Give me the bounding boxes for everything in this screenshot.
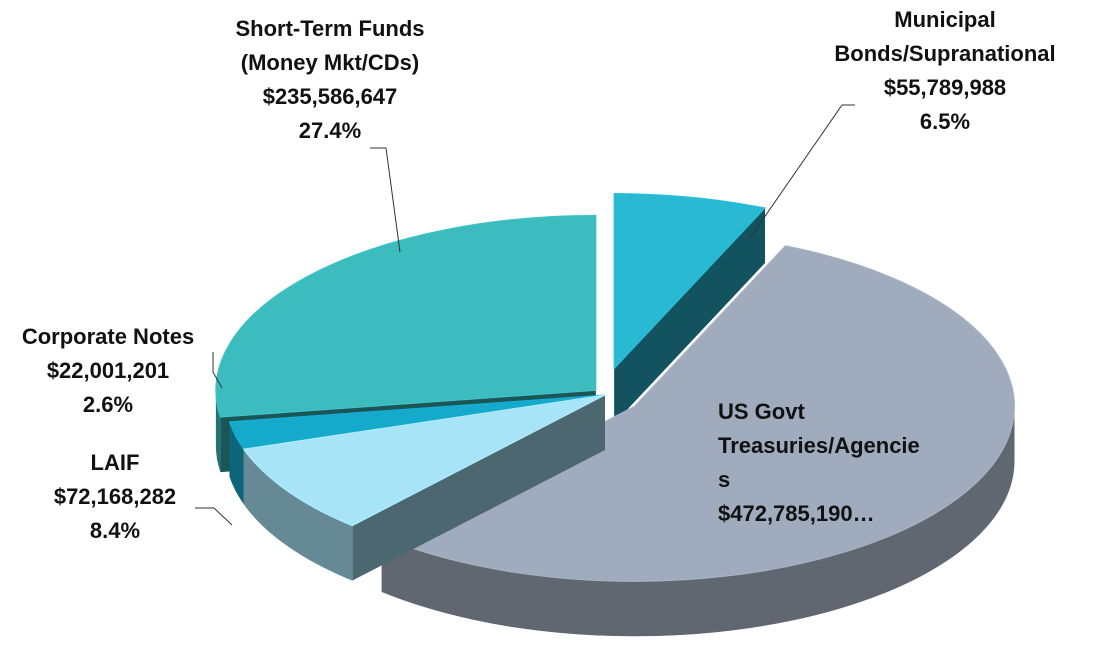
percent-label: 8.4%	[89, 518, 141, 543]
data-label: Corporate Notes $22,001,201 2.6%	[22, 320, 194, 422]
data-label: Short-Term Funds (Money Mkt/CDs) $235,586…	[235, 12, 424, 148]
slice-side	[215, 390, 221, 473]
category-label: Short-Term Funds (Money Mkt/CDs)	[235, 16, 425, 75]
value-label: $235,586,647	[262, 84, 398, 109]
category-label: Corporate Notes	[21, 324, 195, 349]
category-label: US Govt Treasuries/Agencie s	[718, 399, 920, 492]
value-label: $55,789,988	[883, 75, 1007, 100]
value-label: $22,001,201	[46, 358, 170, 383]
percent-label: 27.4%	[298, 118, 362, 143]
leader-line	[195, 507, 233, 526]
category-label: LAIF	[90, 450, 140, 475]
value-label: $72,168,282	[53, 484, 177, 509]
data-label: Municipal Bonds/Supranational $55,789,988…	[834, 3, 1055, 139]
leader-line	[749, 104, 855, 239]
leader-lines	[195, 104, 855, 526]
leader-line	[370, 147, 401, 253]
data-label: LAIF $72,168,282 8.4%	[54, 446, 176, 548]
slice	[380, 245, 1015, 582]
leader-line	[212, 352, 223, 389]
data-label: US Govt Treasuries/Agencie s $472,785,190…	[718, 395, 920, 531]
percent-label: 6.5%	[919, 109, 971, 134]
pie	[215, 193, 1015, 637]
slice-side	[243, 449, 353, 581]
slice-wall	[614, 207, 766, 424]
slice	[613, 193, 767, 370]
slice	[215, 214, 597, 418]
value-label: $472,785,190…	[718, 501, 875, 526]
percent-label: 2.6%	[82, 392, 134, 417]
slice	[242, 394, 606, 527]
category-label: Municipal Bonds/Supranational	[834, 7, 1056, 66]
slice-side	[381, 406, 1015, 637]
slice-side	[229, 421, 244, 505]
